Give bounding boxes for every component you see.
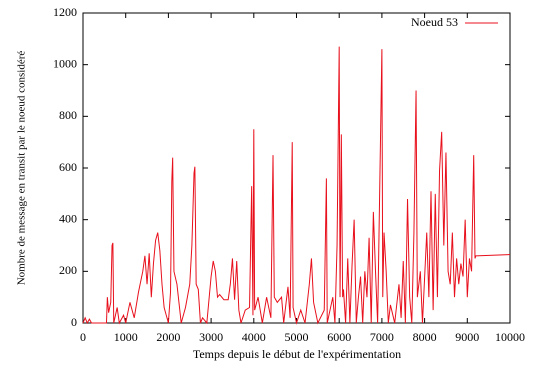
x-axis-label: Temps depuis le début de l'expérimentati… [193,347,401,361]
x-tick-label: 8000 [413,330,437,344]
data-line [82,46,511,325]
y-tick-label: 600 [59,160,77,174]
x-tick-label: 10000 [495,330,525,344]
legend-label: Noeud 53 [411,15,458,29]
y-tick-label: 200 [59,263,77,277]
y-tick-label: 1000 [53,56,77,70]
x-tick-label: 5000 [285,330,309,344]
y-tick-label: 1200 [53,5,77,19]
x-tick-label: 0 [80,330,86,344]
y-tick-label: 800 [59,108,77,122]
x-tick-label: 6000 [327,330,351,344]
x-tick-label: 9000 [455,330,479,344]
x-tick-label: 3000 [199,330,223,344]
y-axis-label: Nombre de message en transit par le noeu… [16,51,28,286]
x-tick-label: 2000 [156,330,180,344]
y-tick-label: 400 [59,211,77,225]
x-tick-label: 4000 [242,330,266,344]
y-tick-label: 0 [71,315,77,329]
x-tick-label: 1000 [114,330,138,344]
x-tick-label: 7000 [370,330,394,344]
